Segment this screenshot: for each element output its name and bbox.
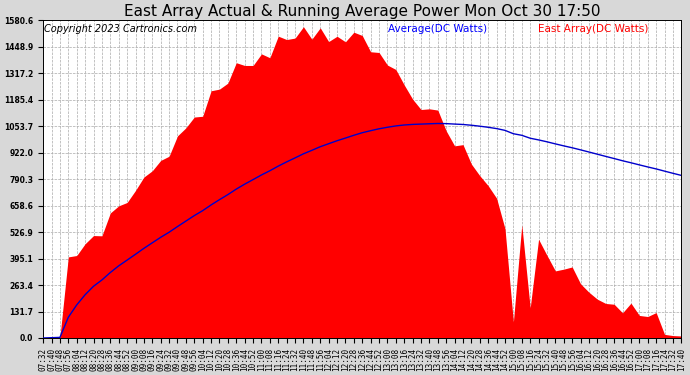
Text: Average(DC Watts): Average(DC Watts) <box>388 24 487 33</box>
Text: Copyright 2023 Cartronics.com: Copyright 2023 Cartronics.com <box>43 24 197 33</box>
Text: East Array(DC Watts): East Array(DC Watts) <box>538 24 648 33</box>
Title: East Array Actual & Running Average Power Mon Oct 30 17:50: East Array Actual & Running Average Powe… <box>124 4 600 19</box>
